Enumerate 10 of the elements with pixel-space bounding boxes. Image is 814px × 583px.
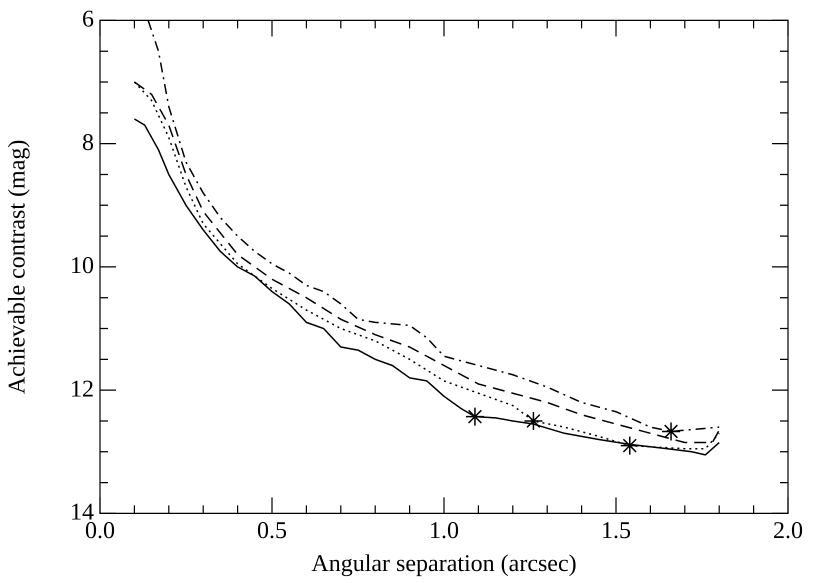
y-tick-label: 8	[82, 130, 94, 156]
x-tick-label: 2.0	[773, 518, 803, 544]
y-axis-title: Achievable contrast (mag)	[4, 140, 31, 394]
x-tick-label: 1.0	[429, 518, 459, 544]
y-tick-label: 12	[70, 376, 94, 402]
y-tick-label: 6	[82, 6, 94, 33]
y-tick-label: 10	[70, 253, 94, 280]
x-tick-label: 0.5	[257, 518, 287, 544]
x-axis-title: Angular separation (arcsec)	[311, 550, 577, 577]
x-tick-label: 1.5	[601, 518, 631, 544]
